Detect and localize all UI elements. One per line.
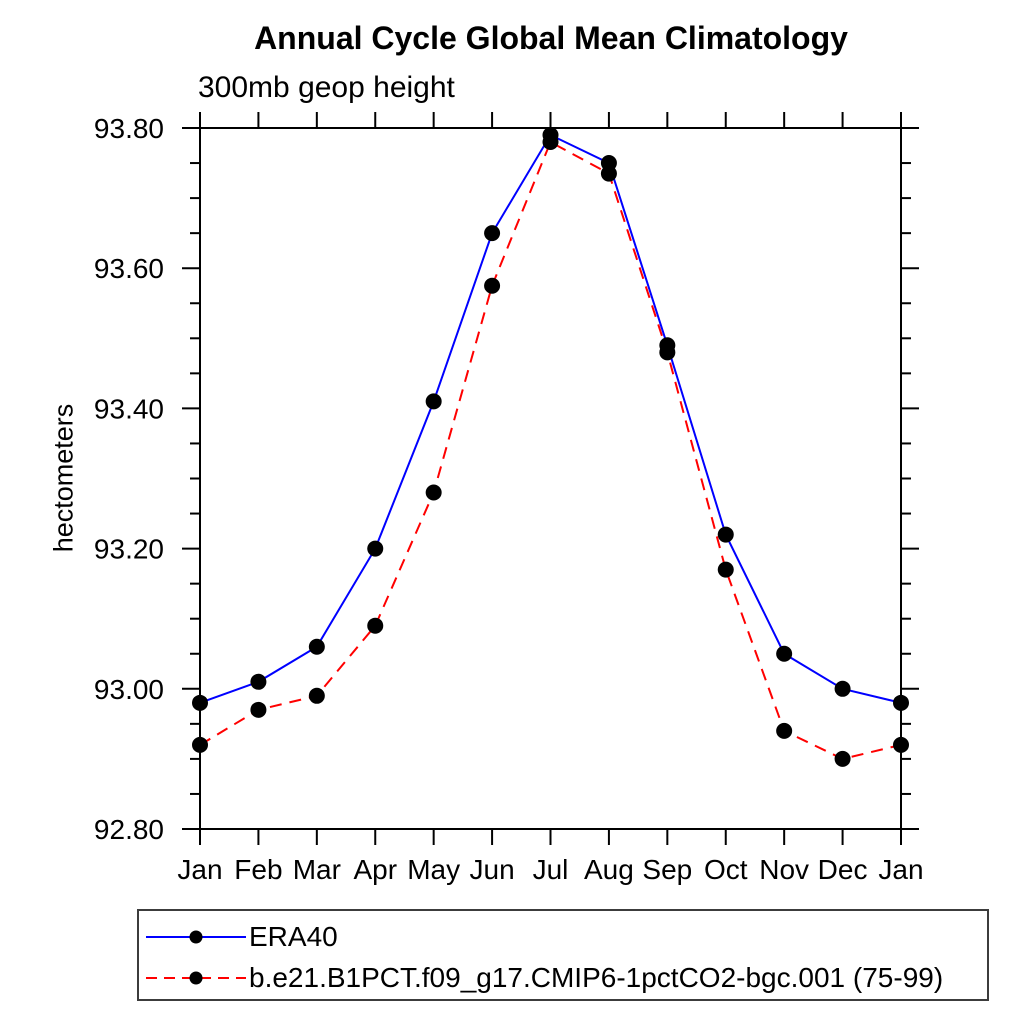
series-line-0	[199, 133, 902, 704]
data-point-marker-series-0	[893, 694, 909, 711]
x-tick-label: Jan	[177, 854, 222, 885]
legend-item-model: b.e21.B1PCT.f09_g17.CMIP6-1pctCO2-bgc.00…	[142, 962, 944, 993]
x-tick-label: Jun	[470, 854, 515, 885]
legend-label-era40: ERA40	[249, 921, 338, 952]
y-tick-label: 92.80	[94, 814, 164, 845]
data-point-marker-series-0	[192, 694, 208, 711]
data-point-marker-series-1	[600, 165, 617, 182]
data-point-marker-series-1	[659, 344, 676, 361]
data-point-marker-series-1	[776, 722, 793, 739]
x-tick-label: Nov	[759, 854, 809, 885]
legend-marker-model	[189, 971, 203, 985]
data-point-marker-series-0	[308, 638, 325, 655]
x-tick-label: Jul	[533, 854, 569, 885]
x-tick-label: Aug	[584, 854, 634, 885]
data-point-marker-series-0	[250, 673, 267, 690]
data-point-marker-series-1	[834, 750, 851, 767]
data-point-marker-series-1	[425, 484, 442, 501]
x-tick-label: Dec	[818, 854, 868, 885]
data-point-marker-series-0	[834, 680, 851, 697]
data-point-marker-series-1	[542, 134, 559, 151]
legend-marker-era40	[189, 930, 203, 944]
data-point-marker-series-0	[484, 225, 501, 242]
plot-box	[199, 127, 902, 830]
chart-title: Annual Cycle Global Mean Climatology	[254, 20, 848, 56]
legend-sample-model	[146, 971, 246, 985]
data-point-marker-series-1	[717, 561, 734, 578]
data-point-marker-series-1	[250, 701, 267, 718]
chart-subtitle: 300mb geop height	[198, 71, 455, 104]
series-line-1	[199, 140, 902, 760]
y-tick-label: 93.40	[94, 393, 164, 424]
y-tick-label: 93.60	[94, 253, 164, 284]
x-tick-label: Oct	[704, 854, 748, 885]
legend-sample-era40	[146, 930, 246, 944]
legend-label-model: b.e21.B1PCT.f09_g17.CMIP6-1pctCO2-bgc.00…	[249, 962, 944, 993]
y-tick-label: 93.20	[94, 534, 164, 565]
y-tick-label: 93.80	[94, 113, 164, 144]
data-point-marker-series-0	[425, 393, 442, 410]
legend-item-era40: ERA40	[142, 921, 338, 952]
x-tick-label: May	[407, 854, 460, 885]
data-point-marker-series-0	[367, 540, 384, 557]
legend: ERA40 b.e21.B1PCT.f09_g17.CMIP6-1pctCO2-…	[137, 909, 989, 1001]
x-tick-label: Mar	[293, 854, 341, 885]
data-point-marker-series-1	[893, 736, 909, 753]
data-point-marker-series-1	[367, 617, 384, 634]
x-tick-label: Feb	[234, 854, 282, 885]
data-point-marker-series-1	[484, 277, 501, 294]
x-tick-label: Jan	[878, 854, 923, 885]
x-tick-label: Apr	[353, 854, 397, 885]
data-point-marker-series-1	[192, 736, 208, 753]
y-tick-label: 93.00	[94, 674, 164, 705]
x-tick-label: Sep	[642, 854, 692, 885]
data-point-marker-series-0	[717, 526, 734, 543]
data-point-marker-series-0	[776, 645, 793, 662]
data-point-marker-series-1	[308, 687, 325, 704]
